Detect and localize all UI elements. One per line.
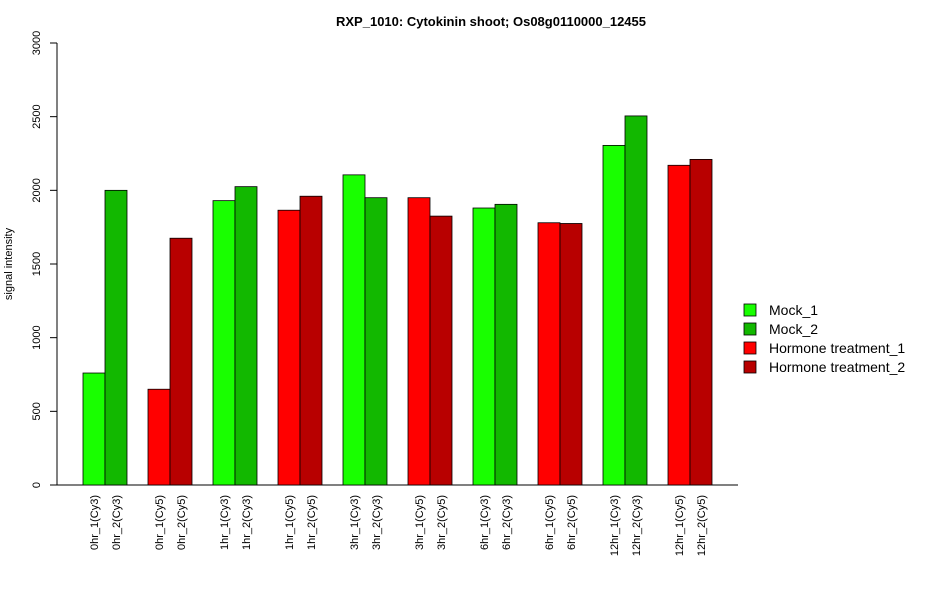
bar-3hr_1(Cy5): [407, 197, 431, 486]
x-tick-label: 0hr_1(Cy3): [89, 495, 101, 550]
bar-12hr_1(Cy5): [667, 164, 691, 486]
x-tick-label: 12hr_1(Cy5): [674, 495, 686, 556]
x-tick-label: 3hr_2(Cy3): [371, 495, 383, 550]
bar-0hr_2(Cy3): [104, 189, 128, 486]
x-tick-label: 3hr_1(Cy5): [414, 495, 426, 550]
bar-6hr_1(Cy3): [472, 207, 496, 486]
y-tick-label: 3000: [31, 31, 43, 55]
legend-swatch: [743, 341, 757, 355]
y-tick-label: 2500: [31, 104, 43, 128]
x-tick-label: 6hr_2(Cy5): [566, 495, 578, 550]
bar-6hr_1(Cy5): [537, 222, 561, 486]
legend-label: Hormone treatment_2: [769, 359, 905, 375]
bar-0hr_2(Cy5): [169, 237, 193, 486]
x-tick-label: 6hr_1(Cy3): [479, 495, 491, 550]
x-tick-labels: 0hr_1(Cy3) 0hr_2(Cy3) 0hr_1(Cy5) 0hr_2(Cy5)…: [89, 495, 708, 556]
legend-label: Mock_2: [769, 321, 818, 337]
x-tick-label: 12hr_2(Cy5): [696, 495, 708, 556]
bar-1hr_2(Cy5): [299, 195, 323, 486]
chart-title: RXP_1010: Cytokinin shoot; Os08g0110000_…: [336, 14, 646, 29]
x-tick-label: 6hr_2(Cy3): [501, 495, 513, 550]
bars: [82, 115, 713, 486]
bar-6hr_2(Cy3): [494, 203, 518, 486]
x-tick-label: 3hr_1(Cy3): [349, 495, 361, 550]
legend-label: Mock_1: [769, 302, 818, 318]
x-tick-label: 6hr_1(Cy5): [544, 495, 556, 550]
bar-0hr_1(Cy5): [147, 388, 171, 486]
bar-0hr_1(Cy3): [82, 372, 106, 486]
bar-1hr_1(Cy3): [212, 200, 236, 486]
x-tick-label: 12hr_2(Cy3): [631, 495, 643, 556]
legend-label: Hormone treatment_1: [769, 340, 905, 356]
x-tick-label: 1hr_2(Cy5): [306, 495, 318, 550]
y-tick-label: 0: [31, 482, 43, 488]
y-tick-label: 500: [31, 402, 43, 420]
y-axis: 0 500 1000 1500 2000 2500 3000: [31, 31, 58, 488]
bar-12hr_1(Cy3): [602, 144, 626, 486]
bar-3hr_2(Cy3): [364, 197, 388, 486]
x-tick-label: 1hr_1(Cy3): [219, 495, 231, 550]
bar-1hr_2(Cy3): [234, 186, 258, 486]
legend: Mock_1 Mock_2 Hormone treatment_1 Hormone t…: [743, 302, 905, 375]
legend-swatch: [743, 360, 757, 374]
bar-1hr_1(Cy5): [277, 209, 301, 486]
legend-swatch: [743, 303, 757, 317]
bar-12hr_2(Cy5): [689, 158, 713, 486]
bar-12hr_2(Cy3): [624, 115, 648, 486]
x-tick-label: 1hr_2(Cy3): [241, 495, 253, 550]
x-tick-label: 1hr_1(Cy5): [284, 495, 296, 550]
bar-3hr_2(Cy5): [429, 215, 453, 486]
x-tick-label: 0hr_1(Cy5): [154, 495, 166, 550]
x-tick-label: 0hr_2(Cy3): [111, 495, 123, 550]
legend-swatch: [743, 322, 757, 336]
bar-3hr_1(Cy3): [342, 174, 366, 486]
y-tick-label: 2000: [31, 178, 43, 202]
x-tick-label: 12hr_1(Cy3): [609, 495, 621, 556]
y-axis-label: signal intensity: [3, 227, 15, 300]
x-tick-label: 0hr_2(Cy5): [176, 495, 188, 550]
x-tick-label: 3hr_2(Cy5): [436, 495, 448, 550]
bar-6hr_2(Cy5): [559, 223, 583, 486]
y-tick-label: 1500: [31, 252, 43, 276]
y-tick-label: 1000: [31, 325, 43, 349]
